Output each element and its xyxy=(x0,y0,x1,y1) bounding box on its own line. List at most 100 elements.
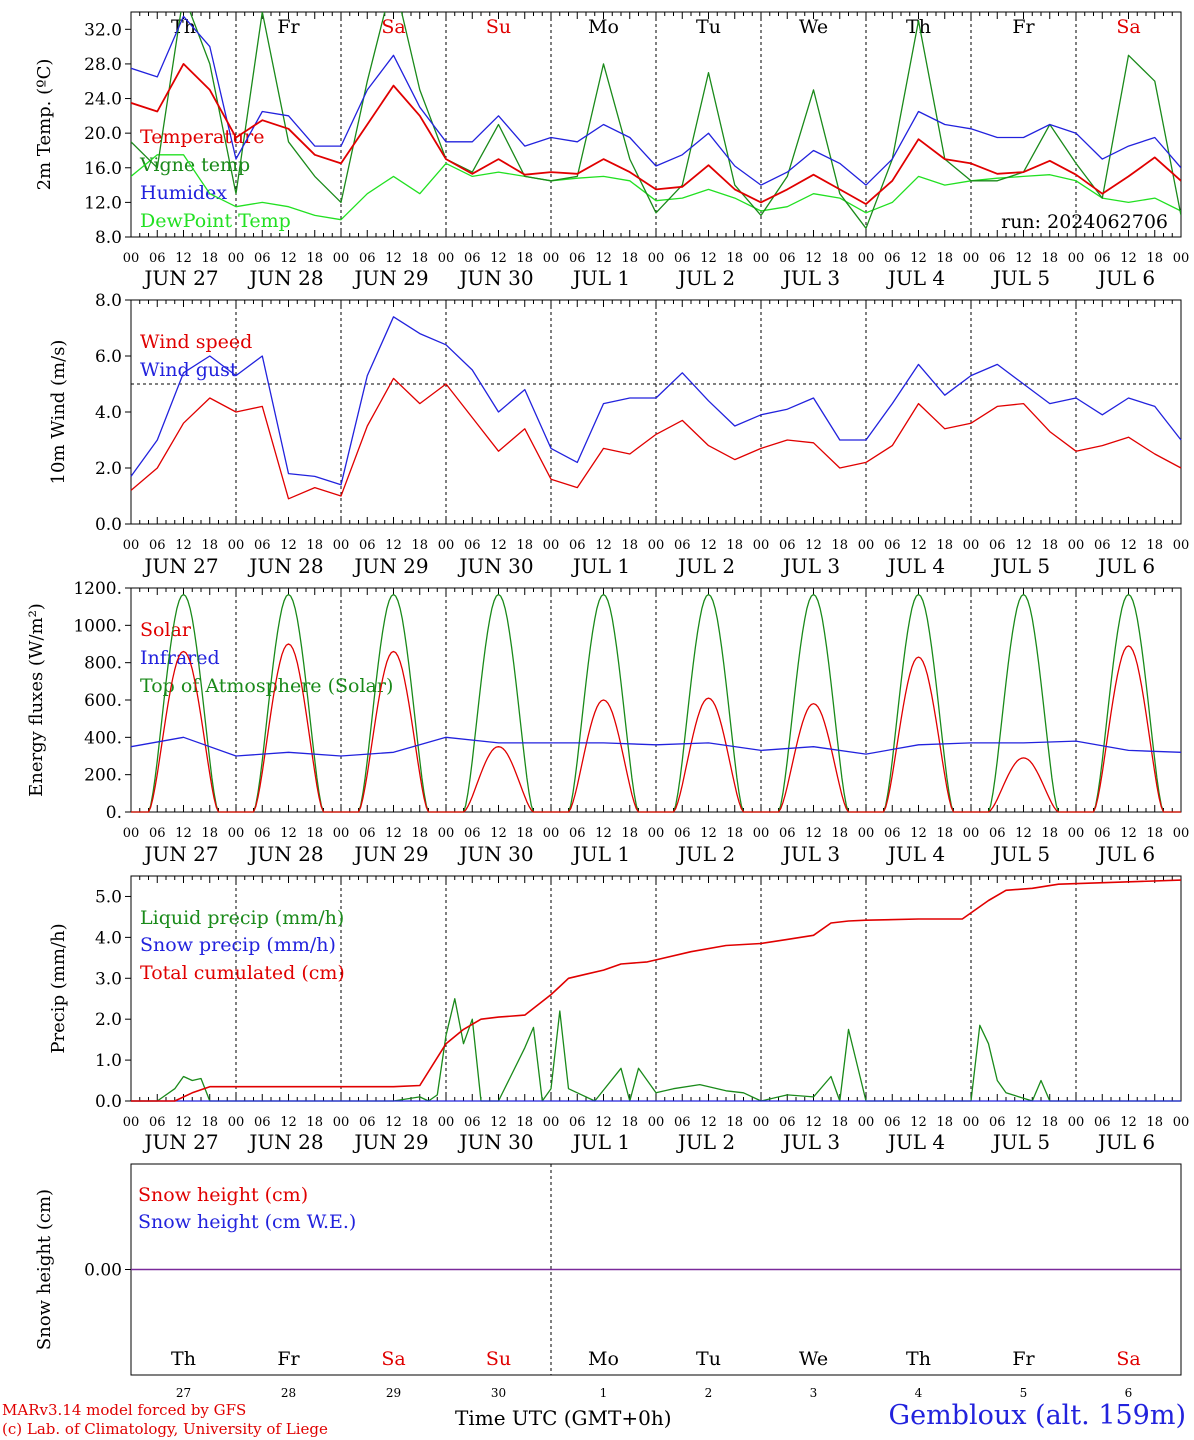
hour-label: 00 xyxy=(858,251,875,266)
hour-label: 06 xyxy=(779,251,796,266)
y-tick-label: 20.0 xyxy=(84,124,122,144)
hour-label: 06 xyxy=(464,251,481,266)
weekday-label: We xyxy=(799,1348,828,1370)
hour-label: 12 xyxy=(490,826,507,841)
hour-label: 06 xyxy=(884,1115,901,1130)
hour-label: 00 xyxy=(438,251,455,266)
hour-label: 12 xyxy=(1015,538,1032,553)
hour-label: 06 xyxy=(884,826,901,841)
hour-label: 18 xyxy=(621,538,638,553)
day-number-label: 5 xyxy=(1020,1386,1028,1400)
hour-label: 12 xyxy=(700,251,717,266)
legend-entry: Vigne temp xyxy=(139,154,250,176)
hour-label: 18 xyxy=(1146,251,1163,266)
hour-label: 00 xyxy=(543,251,560,266)
hour-label: 00 xyxy=(963,251,980,266)
copyright-credit: (c) Lab. of Climatology, University of L… xyxy=(2,1420,328,1438)
wind-gust-series xyxy=(130,316,1182,486)
weekday-label: Fr xyxy=(1012,16,1035,38)
hour-label: 00 xyxy=(753,826,770,841)
date-label: JUL 3 xyxy=(781,266,840,290)
weekday-label: Su xyxy=(486,16,511,38)
y-tick-label: 2.0 xyxy=(95,1010,122,1030)
hour-label: 12 xyxy=(1015,251,1032,266)
hour-label: 06 xyxy=(1094,1115,1111,1130)
hour-label: 18 xyxy=(411,1115,428,1130)
legend-entry: Top of Atmosphere (Solar) xyxy=(140,675,393,697)
hour-label: 12 xyxy=(385,1115,402,1130)
date-label: JUL 2 xyxy=(676,266,735,290)
snow-height-panel: 0.00 Snow height (cm) Snow height (cm) Snow… xyxy=(34,1163,1182,1400)
weekday-label: Sa xyxy=(1116,1348,1140,1370)
date-label: JUL 3 xyxy=(781,842,840,866)
hour-label: 18 xyxy=(306,1115,323,1130)
hour-label: 12 xyxy=(1120,538,1137,553)
weekday-label: Th xyxy=(171,1348,196,1370)
hour-label: 06 xyxy=(674,826,691,841)
hour-label: 18 xyxy=(306,826,323,841)
hour-label: 06 xyxy=(1094,538,1111,553)
hour-label: 12 xyxy=(280,538,297,553)
date-label: JUN 27 xyxy=(142,1130,218,1154)
hour-label: 18 xyxy=(201,251,218,266)
hour-label: 06 xyxy=(464,1115,481,1130)
hour-label: 06 xyxy=(779,538,796,553)
wind-speed-series xyxy=(130,377,1182,500)
hour-label: 00 xyxy=(228,826,245,841)
hour-label: 00 xyxy=(648,826,665,841)
hour-label: 18 xyxy=(621,1115,638,1130)
hour-label: 12 xyxy=(805,1115,822,1130)
y-tick-label: 8.0 xyxy=(95,291,122,311)
legend-entry: Solar xyxy=(140,619,192,641)
hour-label: 18 xyxy=(936,251,953,266)
weekday-label: We xyxy=(799,16,828,38)
hour-label: 12 xyxy=(700,826,717,841)
hour-label: 18 xyxy=(726,538,743,553)
hour-label: 12 xyxy=(700,538,717,553)
hour-label: 06 xyxy=(149,1115,166,1130)
date-label: JUN 28 xyxy=(247,842,323,866)
hour-label: 12 xyxy=(1120,826,1137,841)
hour-label: 12 xyxy=(280,1115,297,1130)
weekday-label: Sa xyxy=(381,16,405,38)
date-label: JUN 30 xyxy=(457,266,533,290)
hour-label: 18 xyxy=(936,1115,953,1130)
date-label: JUL 5 xyxy=(991,1130,1050,1154)
hour-label: 18 xyxy=(1146,1115,1163,1130)
date-label: JUL 1 xyxy=(571,842,630,866)
hour-label: 00 xyxy=(438,538,455,553)
hour-label: 18 xyxy=(201,1115,218,1130)
station-label: Gembloux (alt. 159m) xyxy=(888,1400,1186,1431)
hour-label: 06 xyxy=(359,826,376,841)
hour-label: 00 xyxy=(543,826,560,841)
hour-label: 18 xyxy=(1041,826,1058,841)
hour-label: 18 xyxy=(1041,251,1058,266)
date-label: JUN 28 xyxy=(247,1130,323,1154)
hour-label: 06 xyxy=(254,826,271,841)
y-tick-label: 16.0 xyxy=(84,159,122,179)
hour-label: 06 xyxy=(254,1115,271,1130)
y-tick-label: 2.0 xyxy=(95,459,122,479)
hour-label: 06 xyxy=(674,251,691,266)
hour-label: 06 xyxy=(359,538,376,553)
legend-entry: Infrared xyxy=(140,647,220,669)
hour-label: 06 xyxy=(1094,251,1111,266)
date-label: JUL 6 xyxy=(1096,266,1155,290)
hour-label: 12 xyxy=(280,826,297,841)
y-tick-label: 400. xyxy=(84,728,122,748)
hour-label: 00 xyxy=(123,1115,140,1130)
temperature-series xyxy=(131,63,1181,206)
infrared-series xyxy=(130,736,1182,757)
hour-label: 18 xyxy=(1041,1115,1058,1130)
humidex-series xyxy=(131,15,1181,186)
weekday-label: Th xyxy=(906,1348,931,1370)
hour-label: 12 xyxy=(175,1115,192,1130)
y-tick-label: 0.00 xyxy=(84,1261,122,1281)
hour-label: 12 xyxy=(385,538,402,553)
hour-label: 12 xyxy=(1120,1115,1137,1130)
hour-label: 00 xyxy=(1068,1115,1085,1130)
legend-entry: Snow height (cm) xyxy=(138,1184,308,1206)
hour-label: 18 xyxy=(726,1115,743,1130)
y-tick-label: 0.0 xyxy=(95,1092,122,1112)
hour-label: 18 xyxy=(936,538,953,553)
